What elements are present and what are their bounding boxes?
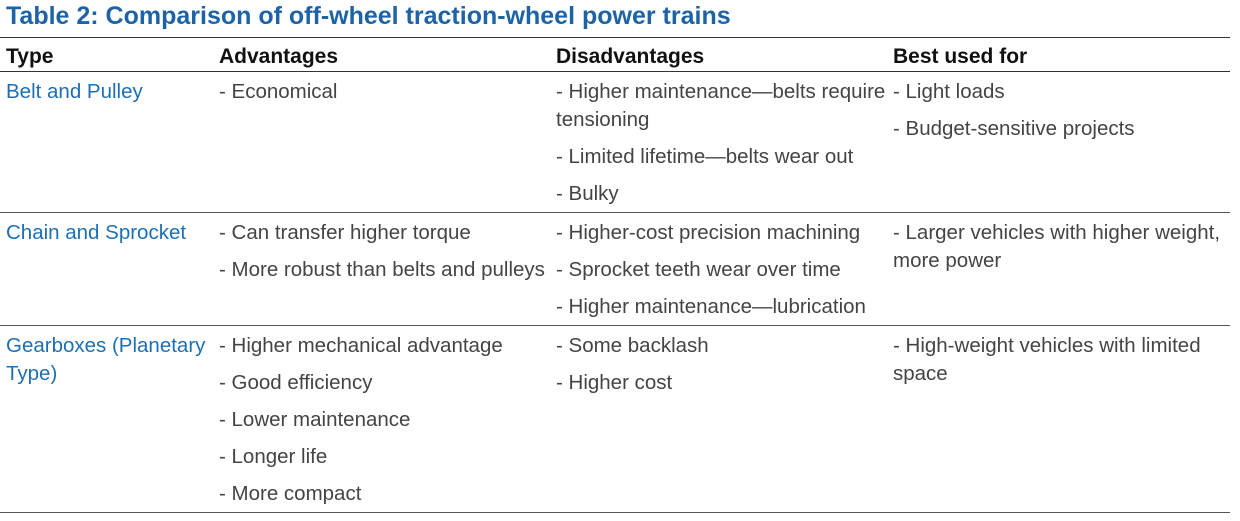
table-row: Chain and Sprocket - Can transfer higher … [0,212,1230,326]
table-row: Gearboxes (Planetary Type) - Higher mecha… [0,325,1230,513]
table-cell: - Light loads - Budget-sensitive projects [887,71,1230,213]
table-cell: - Higher maintenance—belts require tensi… [550,71,887,213]
cell-item: - Higher-cost precision machining [556,221,861,244]
table-title: Table 2: Comparison of off-wheel tractio… [6,2,731,30]
cell-item: - Higher cost [556,371,673,394]
cell-item: - Higher maintenance—lubrication [556,295,866,318]
table-cell: - Some backlash - Higher cost [550,325,887,513]
type-cell: Chain and Sprocket [0,212,213,326]
type-cell: Gearboxes (Planetary Type) [0,325,213,513]
column-header: Type [0,37,213,72]
column-header: Best used for [887,37,1230,72]
cell-item: - Longer life [219,445,328,468]
cell-item: - Lower maintenance [219,408,411,431]
table-cell: - Higher mechanical advantage - Good effi… [213,325,550,513]
cell-item: - Larger vehicles with higher weight, mo… [893,221,1221,272]
cell-item: - Good efficiency [219,371,373,394]
column-header: Disadvantages [550,37,887,72]
cell-item: - More compact [219,482,362,505]
table-cell: - Higher-cost precision machining - Sproc… [550,212,887,326]
cell-item: - Bulky [556,182,619,205]
table-cell: - Economical [213,71,550,213]
type-cell: Belt and Pulley [0,71,213,213]
cell-item: - Light loads [893,80,1005,103]
cell-item: - Limited lifetime—belts wear out [556,145,854,168]
table-body: Belt and Pulley - Economical - Higher main… [0,71,1230,513]
cell-item: - Higher maintenance—belts require tensi… [556,80,886,131]
cell-item: - Can transfer higher torque [219,221,471,244]
table-cell: - High-weight vehicles with limited spac… [887,325,1230,513]
cell-item: - Higher mechanical advantage [219,334,503,357]
cell-item: - Economical [219,80,338,103]
cell-item: - High-weight vehicles with limited spac… [893,334,1201,385]
header-row: Type Advantages Disadvantages Best used for [0,37,1230,72]
table-row: Belt and Pulley - Economical - Higher main… [0,71,1230,213]
cell-item: - Some backlash [556,334,709,357]
table-cell: - Larger vehicles with higher weight, mo… [887,212,1230,326]
cell-item: - Budget-sensitive projects [893,117,1135,140]
cell-item: - More robust than belts and pulleys [219,258,545,281]
cell-item: - Sprocket teeth wear over time [556,258,841,281]
comparison-table: Type Advantages Disadvantages Best used for… [0,37,1230,513]
table-cell: - Can transfer higher torque - More robus… [213,212,550,326]
column-header: Advantages [213,37,550,72]
